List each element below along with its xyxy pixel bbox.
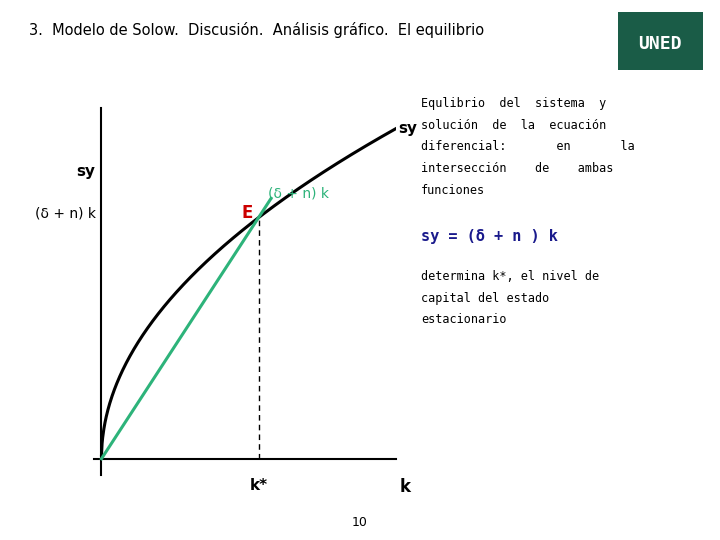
Text: estacionario: estacionario [421,313,507,326]
Text: capital del estado: capital del estado [421,292,549,305]
Text: 3.  Modelo de Solow.  Discusión.  Análisis gráfico.  El equilibrio: 3. Modelo de Solow. Discusión. Análisis … [29,22,484,38]
Text: UNED: UNED [639,35,682,53]
Text: 10: 10 [352,516,368,529]
Text: (δ + n) k: (δ + n) k [35,206,96,220]
Text: determina k*, el nivel de: determina k*, el nivel de [421,270,599,283]
Text: solución  de  la  ecuación: solución de la ecuación [421,119,606,132]
Text: k: k [400,478,411,496]
Text: (δ + n) k: (δ + n) k [269,186,329,200]
Text: intersección    de    ambas: intersección de ambas [421,162,613,175]
Text: sy: sy [76,164,96,179]
Text: diferencial:       en       la: diferencial: en la [421,140,635,153]
Text: k*: k* [250,478,268,494]
Text: E: E [242,204,253,222]
Text: funciones: funciones [421,184,485,197]
Text: sy: sy [398,121,417,136]
Text: sy = (δ + n ) k: sy = (δ + n ) k [421,230,558,245]
Text: Equlibrio  del  sistema  y: Equlibrio del sistema y [421,97,606,110]
